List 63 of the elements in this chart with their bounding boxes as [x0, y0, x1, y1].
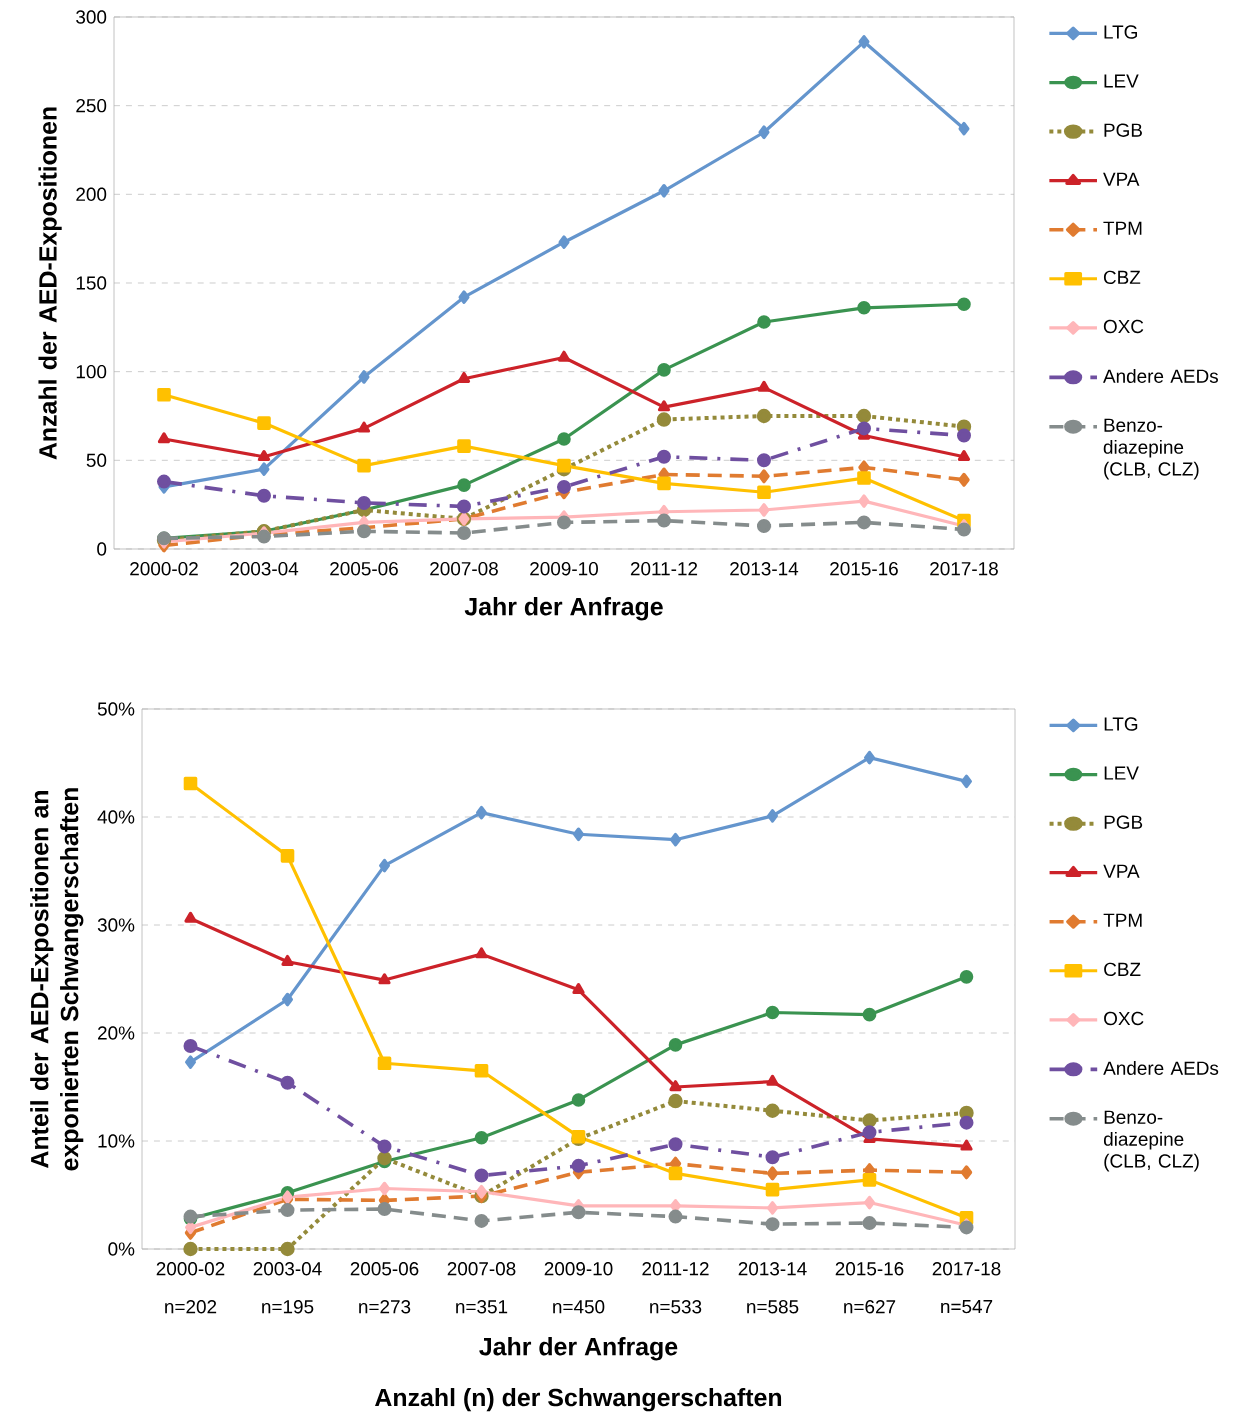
legend-label: Benzo-diazepine (CLB, CLZ): [1103, 418, 1199, 480]
legend-label: OXC: [1103, 319, 1144, 334]
text: n=547: [941, 1300, 993, 1314]
x-tick-label: 2013-14: [738, 1262, 807, 1276]
x-axis-title: Jahr der Anfrage: [479, 1337, 678, 1361]
x-tick-label: 2015-16: [830, 562, 898, 576]
legend-label: CBZ: [1104, 962, 1141, 977]
y-tick-label: 10%: [98, 1134, 135, 1148]
legend-label: LEV: [1104, 74, 1139, 88]
x-tick-label: 2000-02: [130, 562, 198, 576]
x-tick-label: 2005-06: [350, 1262, 419, 1276]
text: n=351: [456, 1300, 508, 1314]
y-tick-label: 150: [76, 276, 107, 290]
x-tick-label: 2017-18: [932, 1262, 1001, 1276]
y-tick-label: 0: [97, 542, 107, 556]
legend-label: PGB: [1104, 815, 1143, 829]
x-axis-title: Jahr der Anfrage: [464, 597, 663, 621]
text: n=450: [553, 1300, 605, 1314]
y-tick-label: 40%: [97, 810, 135, 824]
text: n=273: [359, 1300, 411, 1314]
y-axis-title: Anzahl der AED-Expositionen: [38, 107, 62, 460]
x-tick-label: 2011-12: [630, 562, 698, 576]
x-tick-label: 2009-10: [544, 1262, 613, 1276]
x-tick-label: 2003-04: [230, 562, 299, 576]
x-tick-label: 2015-16: [835, 1262, 904, 1276]
y-axis-title: Anteil der AED-Expositionen an exponierten Schwangerschaften: [30, 788, 84, 1171]
y-tick-label: 20%: [98, 1026, 135, 1040]
legend-label: TPM: [1103, 221, 1142, 235]
legend-label: Andere AEDs: [1103, 369, 1218, 383]
x-tick-label: 2017-18: [930, 562, 998, 576]
legend-label: LEV: [1104, 766, 1139, 780]
x-tick-label: 2000-02: [156, 1262, 225, 1276]
legend-label: Benzo-diazepine (CLB, CLZ): [1103, 1110, 1199, 1172]
legend-label: OXC: [1104, 1011, 1144, 1026]
x-tick-label: 2007-08: [447, 1262, 516, 1276]
legend-label: PGB: [1104, 123, 1142, 137]
x-tick-label: 2003-04: [253, 1262, 322, 1276]
y-tick-label: 200: [76, 187, 107, 202]
text: n=585: [747, 1300, 799, 1314]
x-tick-label: 2007-08: [430, 562, 498, 576]
legend-label: CBZ: [1103, 270, 1141, 285]
y-tick-label: 100: [76, 364, 107, 379]
y-tick-label: 250: [76, 98, 107, 113]
y-tick-label: 50%: [97, 702, 135, 716]
y-tick-label: 300: [76, 10, 107, 24]
legend-label: Andere AEDs: [1103, 1061, 1219, 1075]
text: n=202: [165, 1300, 217, 1314]
x-tick-label: 2013-14: [730, 562, 799, 576]
x-tick-label: 2009-10: [530, 562, 598, 576]
text: n=533: [650, 1300, 702, 1314]
text: n=627: [844, 1300, 896, 1314]
text: n=195: [262, 1300, 314, 1314]
y-tick-label: 0%: [108, 1242, 135, 1256]
legend-label: LTG: [1104, 25, 1137, 39]
legend-label: VPA: [1103, 172, 1140, 186]
y-tick-label: 50: [86, 453, 107, 468]
legend-label: LTG: [1104, 717, 1138, 731]
x-tick-label: 2011-12: [642, 1262, 709, 1276]
text: Anzahl (n) der Schwangerschaften: [375, 1388, 782, 1412]
legend-label: VPA: [1103, 864, 1140, 878]
legend-label: TPM: [1103, 913, 1142, 927]
x-tick-label: 2005-06: [330, 562, 398, 576]
y-tick-label: 30%: [97, 918, 135, 932]
